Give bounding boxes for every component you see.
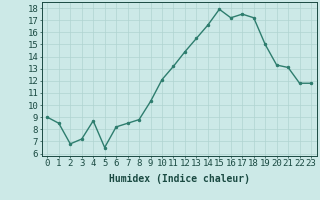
X-axis label: Humidex (Indice chaleur): Humidex (Indice chaleur) <box>109 174 250 184</box>
